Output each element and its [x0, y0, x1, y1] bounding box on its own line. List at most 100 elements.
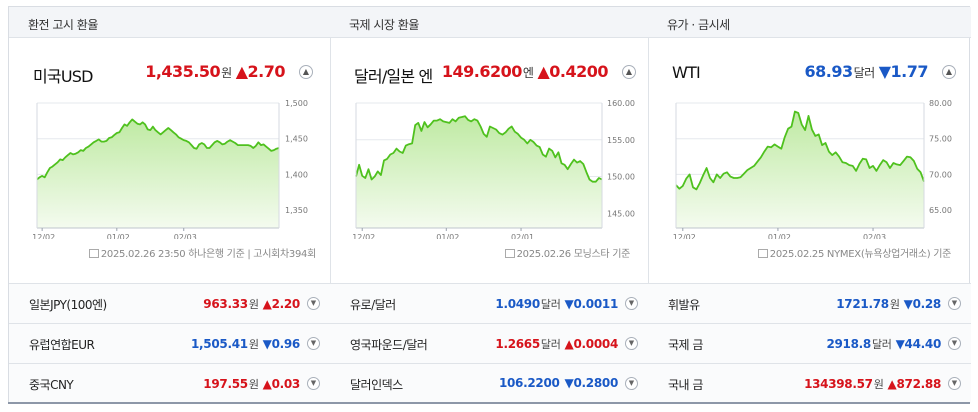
chevron-up-icon[interactable]: ▲ [942, 65, 956, 79]
source-text: 2025.02.25 NYMEX(뉴욕상업거래소) 기준 [769, 249, 952, 260]
series-line [675, 110, 925, 191]
source-note: 2025.02.26 23:50 하나은행 기준 | 고시회차394회 [88, 245, 316, 260]
row-value: 963.33원 ▲2.20 [203, 297, 300, 311]
change-arrow: ▼ [878, 62, 891, 81]
y-tick-label: 155.00 [607, 136, 635, 145]
series-line [355, 115, 603, 183]
row-label: 유럽연합EUR [29, 338, 95, 352]
price-unit: 원 [221, 66, 232, 80]
area-fill [676, 111, 924, 228]
y-tick-label: 1,400 [285, 170, 308, 179]
row-value: 1721.78원 ▼0.28 [836, 297, 941, 311]
row-value: 1,505.41원 ▼0.96 [190, 337, 300, 351]
change-value: 2.70 [247, 62, 286, 81]
row-value: 1.2665달러 ▲0.0004 [495, 337, 618, 351]
price-unit: 엔 [522, 66, 534, 80]
y-tick-label: 75.00 [929, 135, 952, 144]
chevron-up-icon[interactable]: ▲ [299, 65, 313, 79]
row-label: 영국파운드/달러 [350, 338, 428, 352]
panel-header-label: 국제 시장 환율 [349, 18, 419, 32]
list-item[interactable]: 유럽연합EUR 1,505.41원 ▼0.96 ▼ [9, 323, 330, 363]
main-title[interactable]: WTI [672, 63, 701, 82]
main-title[interactable]: 미국USD [33, 67, 93, 86]
bottom-border [8, 402, 970, 404]
y-tick-label: 70.00 [929, 170, 952, 179]
panel-international-fx: 국제 시장 환율 달러/일본 엔 149.6200엔 ▲0.4200 ▲ 160.… [330, 7, 648, 403]
main-title[interactable]: 달러/일본 엔 [354, 67, 433, 86]
source-text: 2025.02.26 모닝스타 기준 [516, 249, 631, 260]
x-tick-label: 12/02 [673, 233, 696, 239]
list-item[interactable]: 영국파운드/달러 1.2665달러 ▲0.0004 ▼ [330, 323, 648, 363]
list-item[interactable]: 휘발유 1721.78원 ▼0.28 ▼ [648, 283, 971, 323]
row-label: 국제 금 [668, 338, 703, 352]
source-note: 2025.02.26 모닝스타 기준 [504, 245, 631, 260]
panel-header-label: 환전 고시 환율 [28, 18, 98, 32]
y-tick-label: 80.00 [929, 99, 952, 108]
series-line [36, 118, 280, 181]
y-tick-label: 145.00 [607, 209, 635, 218]
change-arrow: ▲ [235, 62, 248, 81]
x-tick-label: 12/02 [352, 233, 375, 239]
exchange-rate-widget: 환전 고시 환율 미국USD 1,435.50원 ▲2.70 ▲ 1,500 1,4… [8, 6, 971, 404]
x-tick-label: 01/02 [107, 233, 130, 239]
row-value: 2918.8달러 ▼44.40 [826, 337, 941, 351]
change-value: 0.4200 [549, 62, 608, 81]
price-value: 68.93 [804, 62, 854, 81]
chevron-down-icon[interactable]: ▼ [948, 337, 961, 350]
change-arrow: ▲ [537, 62, 550, 81]
x-tick-label: 02/01 [511, 233, 534, 239]
chevron-down-icon[interactable]: ▼ [625, 297, 638, 310]
y-tick-label: 1,350 [285, 206, 308, 215]
area-fill [37, 119, 279, 228]
row-value: 106.2200 ▼0.2800 [498, 376, 618, 390]
y-tick-label: 1,500 [285, 99, 308, 108]
x-tick-label: 02/03 [174, 233, 197, 239]
y-tick-label: 1,450 [285, 135, 308, 144]
row-label: 일본JPY(100엔) [29, 298, 107, 312]
x-tick-label: 01/02 [436, 233, 459, 239]
chevron-down-icon[interactable]: ▼ [948, 297, 961, 310]
chevron-down-icon[interactable]: ▼ [948, 377, 961, 390]
chevron-down-icon[interactable]: ▼ [625, 377, 638, 390]
price-value: 1,435.50 [145, 62, 221, 81]
change-value: 1.77 [890, 62, 929, 81]
list-item[interactable]: 달러인덱스 106.2200 ▼0.2800 ▼ [330, 363, 648, 403]
row-value: 197.55원 ▲0.03 [203, 377, 300, 391]
main-price: 1,435.50원 ▲2.70 [145, 62, 285, 81]
source-note: 2025.02.25 NYMEX(뉴욕상업거래소) 기준 [757, 245, 952, 260]
source-text: 2025.02.26 23:50 하나은행 기준 | 고시회차394회 [100, 249, 316, 260]
panel-oil-gold: 유가 · 금시세 WTI 68.93달러 ▼1.77 ▲ 80.00 75.00 70… [648, 7, 971, 403]
list-item[interactable]: 일본JPY(100엔) 963.33원 ▲2.20 ▼ [9, 283, 330, 323]
row-label: 중국CNY [29, 378, 74, 392]
y-tick-label: 150.00 [607, 173, 635, 182]
row-label: 유로/달러 [350, 298, 396, 312]
x-tick-label: 02/03 [863, 233, 886, 239]
main-price: 149.6200엔 ▲0.4200 [441, 62, 609, 81]
divider [648, 7, 649, 403]
jpy-chart: 160.00 155.00 150.00 145.00 12/02 01/02 02/01 [352, 99, 635, 239]
chevron-down-icon[interactable]: ▼ [625, 337, 638, 350]
list-item[interactable]: 유로/달러 1.0490달러 ▼0.0011 ▼ [330, 283, 648, 323]
panel-header: 국제 시장 환율 [330, 7, 648, 38]
list-item[interactable]: 중국CNY 197.55원 ▲0.03 ▼ [9, 363, 330, 403]
row-label: 휘발유 [668, 298, 700, 312]
price-unit: 달러 [853, 66, 876, 80]
usd-chart: 1,500 1,450 1,400 1,350 12/02 01/02 02/03 [32, 99, 308, 239]
y-tick-label: 65.00 [929, 206, 952, 215]
main-price: 68.93달러 ▼1.77 [805, 62, 929, 81]
chevron-down-icon[interactable]: ▼ [307, 297, 320, 310]
chevron-down-icon[interactable]: ▼ [307, 337, 320, 350]
divider [330, 7, 331, 403]
list-item[interactable]: 국내 금 134398.57원 ▲872.88 ▼ [648, 363, 971, 403]
area-fill [356, 116, 602, 228]
chevron-down-icon[interactable]: ▼ [307, 377, 320, 390]
panel-header-label: 유가 · 금시세 [667, 18, 730, 32]
price-value: 149.6200 [441, 62, 523, 81]
y-tick-label: 160.00 [607, 99, 635, 108]
chevron-up-icon[interactable]: ▲ [622, 65, 636, 79]
panel-header: 환전 고시 환율 [9, 7, 330, 38]
wti-chart: 80.00 75.00 70.00 65.00 12/02 01/02 02/03 [673, 99, 952, 239]
list-item[interactable]: 국제 금 2918.8달러 ▼44.40 ▼ [648, 323, 971, 363]
panel-exchange-notice: 환전 고시 환율 미국USD 1,435.50원 ▲2.70 ▲ 1,500 1,4… [9, 7, 330, 403]
document-icon [757, 249, 768, 258]
